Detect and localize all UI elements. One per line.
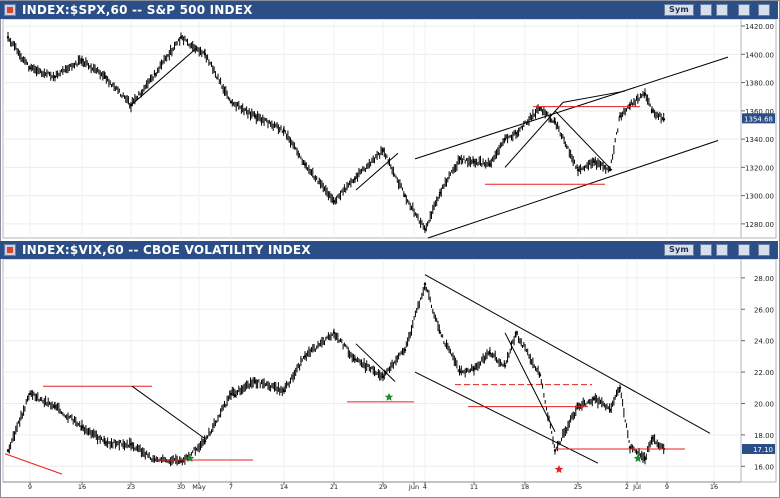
x-tick-label: 11 bbox=[470, 483, 478, 491]
vix-y-tick-label: 28.00 bbox=[754, 275, 774, 283]
vix-price-series bbox=[6, 281, 666, 467]
spx-price-series bbox=[6, 31, 666, 234]
spx-y-tick-label: 1400.00 bbox=[745, 51, 774, 59]
vix-y-tick-label: 18.00 bbox=[754, 432, 774, 440]
vix-last-value-box bbox=[742, 444, 775, 455]
x-tick-label: Jul bbox=[632, 483, 641, 491]
spx-channel-lower bbox=[427, 140, 719, 239]
chart-icon bbox=[4, 4, 16, 16]
spx-y-tick-label: 1320.00 bbox=[745, 164, 774, 172]
spx-y-tick-label: 1300.00 bbox=[745, 193, 774, 201]
spx-trendline bbox=[554, 110, 613, 171]
vix-y-tick-label: 20.00 bbox=[754, 400, 774, 408]
vix-data-point bbox=[438, 331, 442, 335]
spx-last-value-box bbox=[742, 113, 775, 124]
vix-trendline-red bbox=[4, 453, 63, 475]
spx-trendline bbox=[130, 48, 197, 106]
x-tick-label: 18 bbox=[521, 483, 529, 491]
spx-data-point bbox=[662, 118, 666, 121]
x-tick-label: 25 bbox=[574, 483, 582, 491]
vix-y-tick-label: 16.00 bbox=[754, 463, 774, 471]
x-tick-label: 9 bbox=[28, 483, 32, 491]
close-icon[interactable] bbox=[758, 244, 770, 256]
restore-icon[interactable] bbox=[716, 4, 728, 16]
green-star-marker bbox=[633, 453, 643, 463]
green-star-marker bbox=[185, 453, 195, 463]
restore-icon[interactable] bbox=[716, 244, 728, 256]
sym-button[interactable]: Sym bbox=[664, 4, 694, 16]
spx-y-tick-label: 1340.00 bbox=[745, 136, 774, 144]
x-tick-label: 14 bbox=[280, 483, 288, 491]
vix-y-tick-label: 24.00 bbox=[754, 338, 774, 346]
spx-plot-area bbox=[2, 18, 777, 239]
x-tick-label: 4 bbox=[423, 483, 427, 491]
spx-trendline bbox=[355, 152, 399, 191]
spx-panel-title-bar: INDEX:$SPX,60 -- S&P 500 INDEX Sym bbox=[0, 1, 778, 19]
x-tick-label: 21 bbox=[330, 483, 338, 491]
spx-y-tick-label: 1420.00 bbox=[745, 23, 774, 31]
vix-panel-title-bar: INDEX:$VIX,60 -- CBOE VOLATILITY INDEX S… bbox=[0, 241, 778, 259]
spx-last-value: 1354.68 bbox=[744, 115, 773, 123]
vix-data-point bbox=[458, 370, 462, 374]
red-star-marker bbox=[554, 464, 564, 474]
spx-y-tick-label: 1380.00 bbox=[745, 80, 774, 88]
spx-y-tick-label: 1280.00 bbox=[745, 221, 774, 229]
vix-y-tick-label: 22.00 bbox=[754, 369, 774, 377]
green-star-marker bbox=[384, 392, 394, 401]
vix-channel-lower bbox=[414, 371, 599, 464]
vix-trendline bbox=[131, 385, 205, 439]
spx-data-point bbox=[153, 72, 157, 76]
spx-y-tick-label: 1360.00 bbox=[745, 108, 774, 116]
vix-trendline bbox=[504, 332, 556, 432]
chart-icon bbox=[4, 244, 16, 256]
x-tick-label: May bbox=[192, 483, 206, 491]
x-tick-label: 2 bbox=[625, 483, 629, 491]
x-tick-label: 30 bbox=[177, 483, 185, 491]
spx-channel-upper bbox=[414, 56, 729, 160]
x-tick-label: Jun bbox=[408, 483, 419, 491]
vix-last-value: 17.10 bbox=[753, 446, 773, 454]
x-tick-label: 7 bbox=[229, 483, 233, 491]
spx-panel-title: INDEX:$SPX,60 -- S&P 500 INDEX bbox=[22, 3, 253, 17]
x-tick-label: 23 bbox=[127, 483, 135, 491]
x-tick-label: 29 bbox=[379, 483, 387, 491]
spx-data-point bbox=[608, 168, 612, 172]
minimize-icon[interactable] bbox=[700, 244, 712, 256]
maximize-icon[interactable] bbox=[738, 4, 750, 16]
minimize-icon[interactable] bbox=[700, 4, 712, 16]
x-tick-label: 16 bbox=[78, 483, 86, 491]
vix-panel-title: INDEX:$VIX,60 -- CBOE VOLATILITY INDEX bbox=[22, 243, 311, 257]
maximize-icon[interactable] bbox=[738, 244, 750, 256]
close-icon[interactable] bbox=[758, 4, 770, 16]
spx-trendline bbox=[562, 90, 626, 103]
vix-channel-upper bbox=[424, 274, 711, 434]
sym-button[interactable]: Sym bbox=[664, 244, 694, 256]
x-tick-label: 9 bbox=[665, 483, 669, 491]
vix-y-tick-label: 26.00 bbox=[754, 306, 774, 314]
black-star-marker bbox=[232, 392, 238, 399]
spx-trendline bbox=[504, 102, 564, 168]
x-tick-label: 16 bbox=[710, 483, 718, 491]
vix-trendline bbox=[355, 343, 396, 382]
